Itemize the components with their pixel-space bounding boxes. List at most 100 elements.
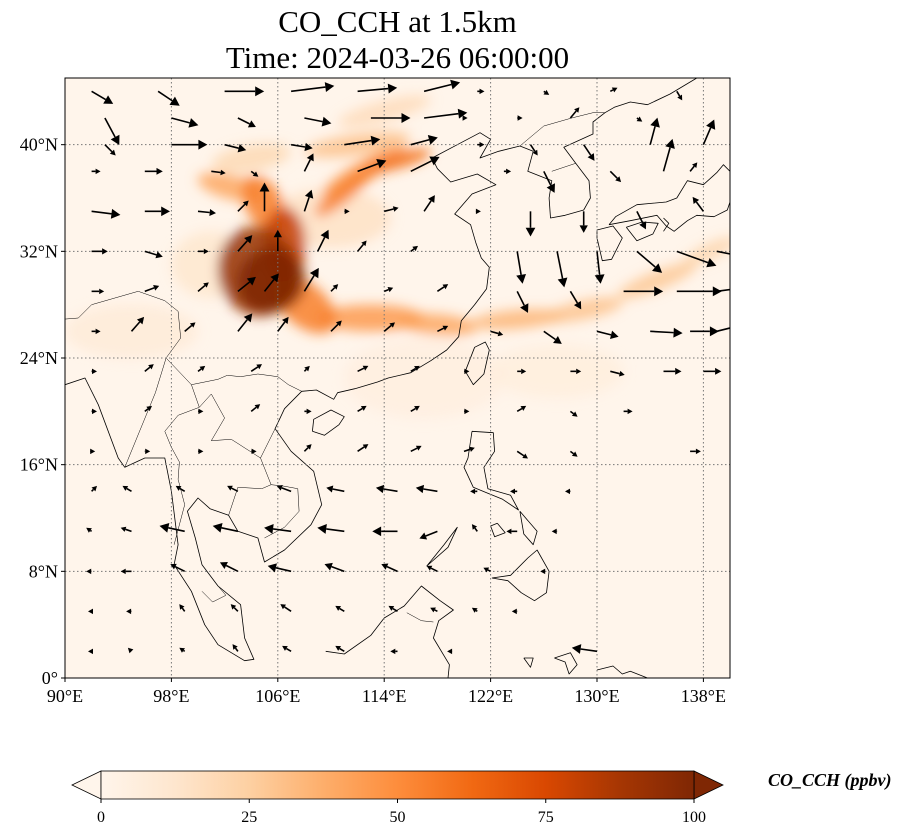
wind-arrow [282,645,292,653]
wind-arrow [636,210,647,230]
wind-arrow [357,159,387,173]
wind-arrow [426,565,438,573]
wind-arrow [330,284,339,292]
map-title-line-2: Time: 2024-03-26 06:00:00 [225,40,570,75]
border-segment [164,407,200,545]
wind-arrow [251,448,257,455]
wind-arrow [410,365,420,373]
graticule-grid [64,78,730,679]
wind-arrow [212,522,239,533]
wind-arrow [335,645,345,653]
coastline-segment [464,341,490,386]
border-segment [551,163,576,172]
wind-arrow [703,367,722,375]
border-segment [519,112,605,147]
wind-arrow [410,156,440,173]
wind-arrow [375,484,398,494]
lon-tick-label: 138°E [681,686,726,706]
wind-arrow [556,251,568,288]
wind-arrow [569,290,582,310]
wind-arrow [91,208,121,219]
lon-tick-label: 106°E [255,686,300,706]
colorbar-tick-label: 25 [241,809,257,826]
wind-arrow [663,367,682,375]
colorbar-extend-min [71,770,102,800]
wind-arrow [317,524,345,534]
wind-arrow [122,485,132,493]
wind-arrow [130,316,145,332]
wind-arrow [303,267,319,292]
wind-arrow [716,250,730,255]
wind-arrow [120,526,132,533]
wind-arrow [464,408,470,415]
wind-arrow [477,141,485,148]
coastline-segment [554,652,578,675]
colorbar-tick-label: 75 [538,809,554,826]
lon-tick-label: 90°E [47,686,83,706]
lat-tick-label: 16°N [20,455,58,475]
wind-arrow [86,568,92,575]
border-segment [201,585,227,603]
co-plume-patch [65,304,198,359]
wind-arrow [88,608,93,615]
wind-arrow [372,526,398,537]
wind-arrow [636,116,643,122]
coastline-segment [519,511,538,546]
wind-arrow [157,90,180,106]
wind-arrow [198,248,209,255]
wind-arrow [91,368,97,375]
wind-arrow [237,276,256,292]
wind-arrow [104,117,120,145]
wind-arrow [357,83,398,94]
wind-arrow [690,448,701,455]
wind-arrow [104,144,116,156]
wind-arrow [356,240,367,252]
wind-arrow [594,251,605,284]
wind-arrow [250,170,259,177]
wind-arrow [490,330,504,337]
wind-arrow [303,153,314,172]
wind-arrow [410,445,422,453]
wind-arrow [303,444,312,452]
wind-arrow [569,410,578,417]
wind-arrow [144,250,163,259]
wind-arrow [86,527,93,533]
wind-arrow [144,167,163,175]
wind-arrow [303,189,314,212]
wind-arrow [357,365,369,373]
wind-arrow [370,113,411,123]
wind-arrow [381,563,398,573]
wind-arrow [224,86,265,97]
wind-arrow [277,316,289,332]
wind-arrow [120,568,132,575]
wind-arrow [475,208,481,215]
wind-arrow [506,528,518,535]
wind-arrow [423,195,435,212]
border-segment [406,612,434,623]
wind-arrow [516,251,527,284]
wind-arrow [263,273,279,292]
wind-arrow [662,138,675,172]
wind-arrow [237,313,253,332]
wind-arrow [702,119,716,145]
latitude-ticks: 0° 8°N 16°N 24°N 32°N 40°N [20,135,65,688]
wind-arrow [91,168,101,175]
wind-arrow [232,644,239,652]
wind-arrow [571,644,598,654]
wind-arrow [517,368,527,375]
wind-arrow [462,115,468,121]
lat-tick-label: 8°N [29,561,58,581]
border-segment [91,291,302,392]
wind-arrow [259,182,270,212]
wind-arrow [583,144,595,161]
colorbar-label: CO_CCH (ppbv) [768,770,892,790]
coastline-segment [490,522,506,538]
wind-arrow [410,135,438,146]
wind-arrow [250,404,261,412]
co-plume-patch [544,297,623,323]
wind-arrow [211,169,226,176]
wind-arrow [304,116,332,127]
wind-arrow [503,168,512,175]
coastline-segment [625,221,659,242]
